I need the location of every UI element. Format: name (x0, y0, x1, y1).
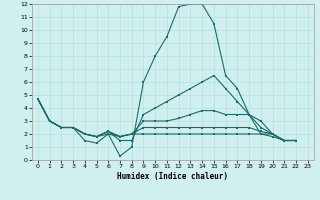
X-axis label: Humidex (Indice chaleur): Humidex (Indice chaleur) (117, 172, 228, 181)
